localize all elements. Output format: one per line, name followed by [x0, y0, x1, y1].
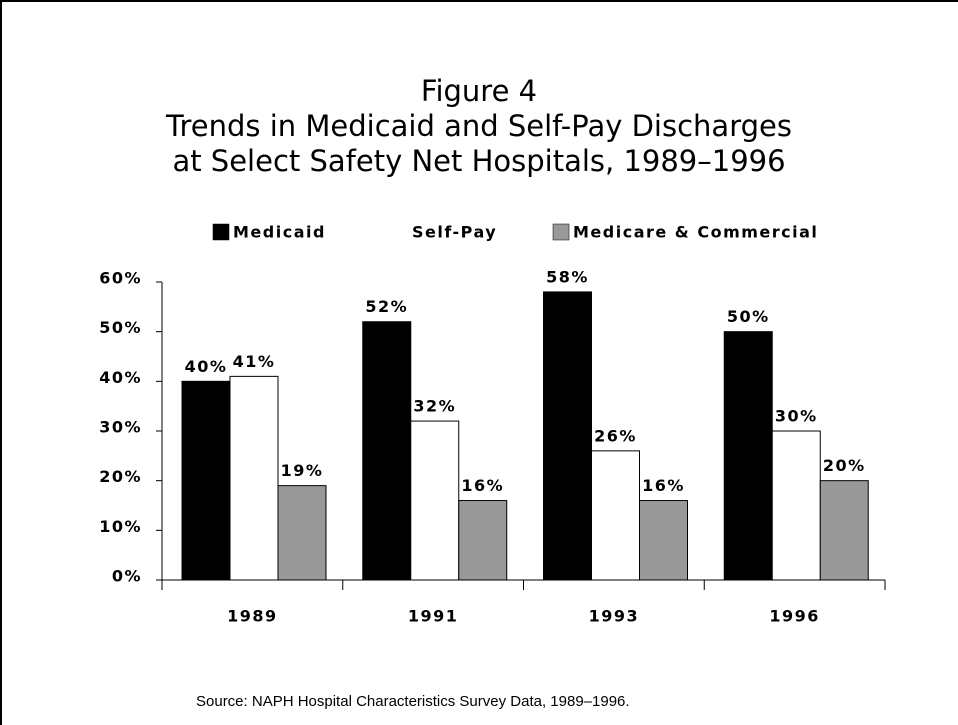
x-tick-label: 1989 — [227, 607, 278, 626]
data-label: 58% — [546, 267, 589, 286]
legend-label: Self-Pay — [412, 223, 497, 242]
legend-label: Medicare & Commercial — [573, 223, 818, 242]
x-tick-label: 1993 — [589, 607, 640, 626]
bar — [181, 380, 231, 581]
bar — [362, 321, 412, 581]
data-label: 16% — [461, 476, 504, 495]
bar — [458, 500, 508, 581]
bar — [410, 420, 460, 581]
legend-swatch — [212, 223, 230, 241]
source-note: Source: NAPH Hospital Characteristics Su… — [196, 693, 630, 710]
bar — [591, 450, 640, 581]
data-label: 52% — [365, 297, 408, 316]
data-label: 40% — [185, 357, 228, 376]
data-label: 50% — [727, 307, 770, 326]
data-label: 16% — [642, 476, 685, 495]
y-tick-label: 60% — [99, 269, 142, 288]
x-tick-label: 1991 — [408, 607, 459, 626]
bar — [819, 480, 869, 581]
chart-title: at Select Safety Net Hospitals, 1989–199… — [172, 144, 785, 178]
data-label: 20% — [823, 456, 866, 475]
data-label: 41% — [233, 352, 276, 371]
y-tick-label: 50% — [99, 318, 142, 337]
bar — [277, 485, 327, 581]
chart-title: Trends in Medicaid and Self-Pay Discharg… — [165, 109, 792, 143]
chart-title: Figure 4 — [421, 74, 537, 108]
x-tick-label: 1996 — [769, 607, 820, 626]
bar — [723, 331, 773, 581]
data-label: 30% — [775, 407, 818, 426]
y-tick-label: 0% — [112, 567, 142, 586]
data-label: 19% — [281, 461, 324, 480]
data-label: 32% — [413, 397, 456, 416]
y-tick-label: 10% — [99, 517, 142, 536]
bar — [543, 291, 592, 581]
legend-label: Medicaid — [233, 223, 326, 242]
y-tick-label: 20% — [99, 467, 142, 486]
y-tick-label: 30% — [99, 418, 142, 437]
legend-swatch — [552, 223, 570, 241]
y-tick-label: 40% — [99, 368, 142, 387]
bar — [229, 375, 279, 581]
data-label: 26% — [594, 426, 637, 445]
bar — [639, 500, 688, 581]
bar — [771, 430, 821, 581]
